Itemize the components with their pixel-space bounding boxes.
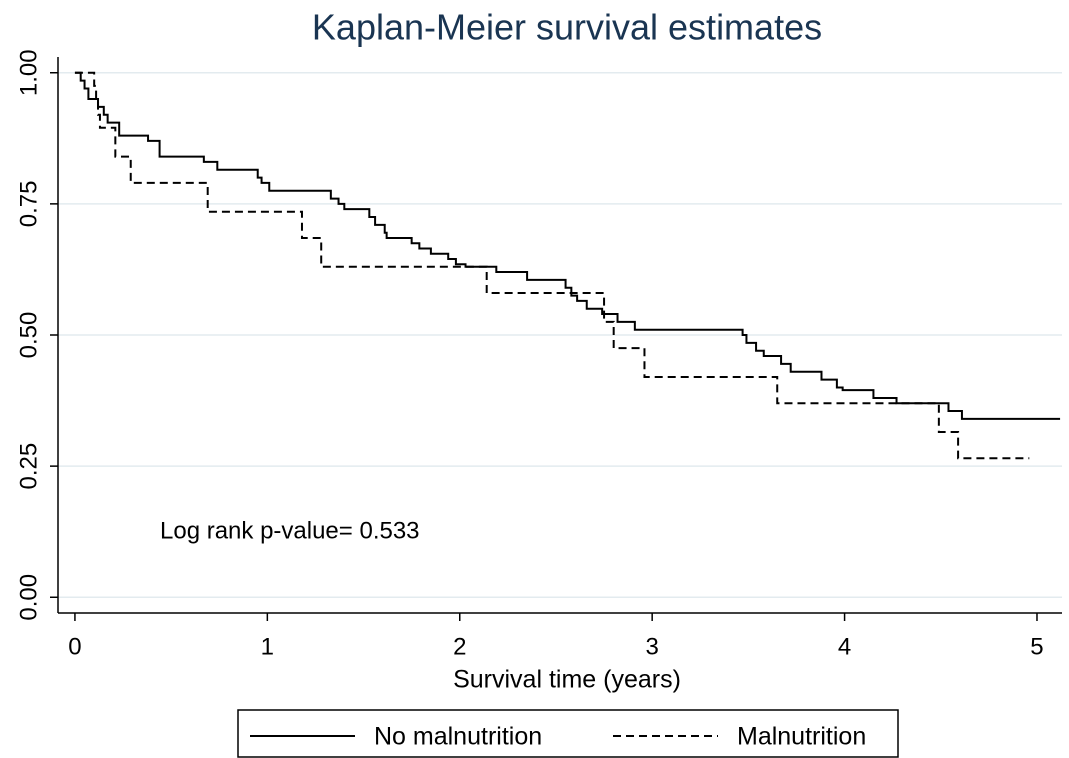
chart-title: Kaplan-Meier survival estimates: [312, 7, 822, 48]
x-tick-label: 4: [838, 633, 851, 660]
x-tick-label: 5: [1030, 633, 1043, 660]
survival-curve: [74, 71, 1061, 420]
y-tick-label: 1.00: [15, 49, 42, 96]
x-tick-label: 0: [68, 633, 81, 660]
y-tick-label: 0.25: [15, 443, 42, 490]
y-tick-label: 0.50: [15, 312, 42, 359]
x-tick-label: 1: [261, 633, 274, 660]
survival-curve: [74, 71, 1030, 460]
legend-label: No malnutrition: [374, 723, 542, 751]
y-tick-label: 0.75: [15, 181, 42, 228]
x-tick-label: 3: [645, 633, 658, 660]
x-tick-label: 2: [453, 633, 466, 660]
x-axis-label: Survival time (years): [453, 666, 681, 694]
legend-box: [237, 709, 899, 758]
y-tick-label: 0.00: [15, 574, 42, 621]
legend-label: Malnutrition: [737, 723, 866, 751]
annotation: Log rank p-value= 0.533: [160, 517, 420, 544]
